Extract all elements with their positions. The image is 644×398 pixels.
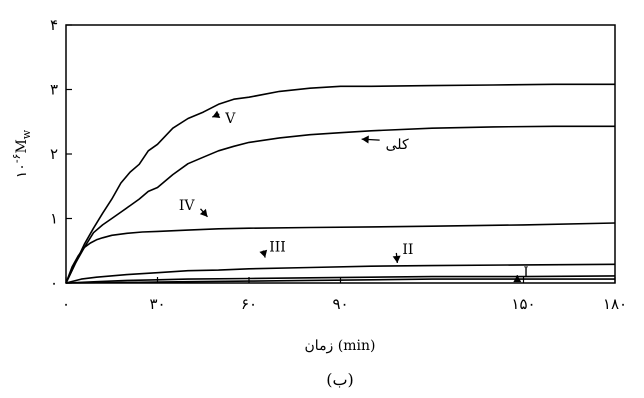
annotation-arrowhead: [259, 249, 268, 258]
y-axis: ۰ ۱ ۲ ۳ ۴: [50, 16, 72, 292]
series-line-4: [65, 275, 616, 284]
series-line-0: [65, 83, 615, 284]
series-line-1: [65, 125, 615, 284]
annotation-arrowhead: [212, 110, 221, 118]
y-tick-label: ۴: [50, 16, 58, 34]
y-tick-label: ۱: [50, 210, 58, 228]
y-tick-label: ۰: [50, 274, 58, 292]
series-lines: [65, 83, 616, 284]
figure-caption: (ب): [326, 370, 354, 389]
y-tick-label: ۳: [50, 81, 58, 99]
x-tick-label: ۹۰: [332, 295, 348, 313]
y-axis-title: ۱۰-۶Mw: [10, 129, 33, 178]
x-tick-label: ۱۵۰: [511, 295, 535, 313]
plot-frame: [65, 24, 616, 284]
annotation-arrowhead: [199, 208, 208, 217]
x-tick-label: ۰: [62, 295, 70, 313]
series-label: IV: [179, 198, 196, 214]
y-axis-title-prefix: ۱۰: [14, 163, 30, 178]
series-label: I: [523, 265, 529, 281]
x-tick-label: ۶۰: [241, 295, 257, 313]
annotation-arrowhead: [392, 255, 401, 263]
series-label: III: [269, 240, 286, 256]
annotation-arrowhead: [513, 275, 522, 283]
y-tick-label: ۲: [50, 145, 58, 163]
series-label: V: [224, 111, 236, 127]
x-axis-title: زمان (min): [305, 338, 376, 354]
x-tick-label: ۳۰: [149, 295, 165, 313]
series-line-3: [65, 263, 616, 284]
y-axis-title-sub: w: [20, 129, 33, 139]
series-label: II: [402, 242, 413, 258]
x-tick-label: ۱۸۰: [603, 295, 627, 313]
y-axis-title-exponent: -۶: [10, 154, 23, 164]
annotation-arrowhead: [361, 135, 369, 144]
series-line-5: [65, 278, 615, 284]
series-line-2: [65, 222, 616, 284]
y-axis-title-var: M: [14, 139, 30, 153]
series-label: کلی: [386, 137, 409, 153]
svg-text:۱۰-۶Mw: ۱۰-۶Mw: [10, 129, 33, 178]
